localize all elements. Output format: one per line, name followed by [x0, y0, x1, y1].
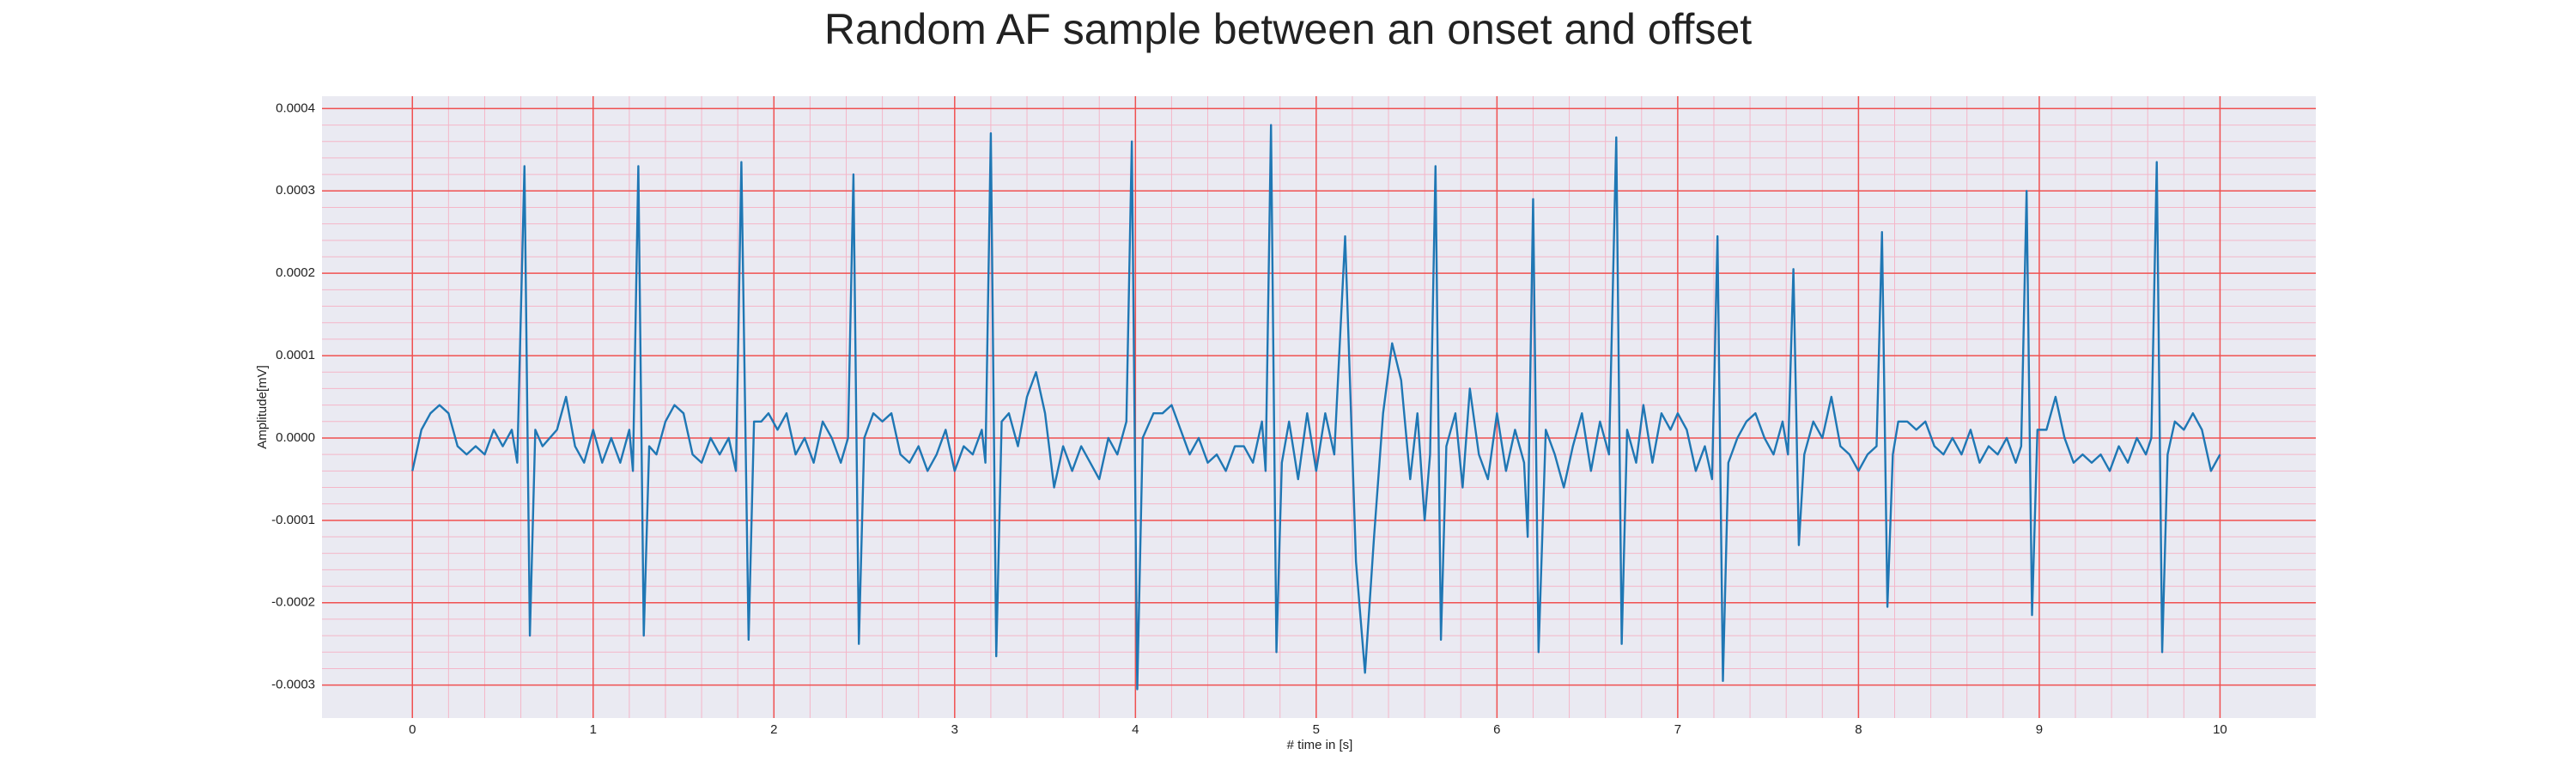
- x-tick-label: 4: [1132, 722, 1139, 737]
- x-tick-label: 3: [951, 722, 958, 737]
- chart-title: Random AF sample between an onset and of…: [824, 5, 1752, 53]
- x-tick-label: 9: [2036, 722, 2043, 737]
- x-tick-label: 10: [2213, 722, 2227, 737]
- grid: [322, 96, 2316, 718]
- x-tick-label: 0: [409, 722, 416, 737]
- x-tick-label: 8: [1855, 722, 1862, 737]
- y-axis-label: Amplitude[mV]: [255, 365, 270, 449]
- x-tick-label: 1: [590, 722, 597, 737]
- x-tick-label: 2: [770, 722, 777, 737]
- y-tick-label: 0.0000: [276, 430, 315, 445]
- x-tick-label: 7: [1674, 722, 1681, 737]
- y-tick-label: -0.0003: [271, 678, 315, 692]
- y-tick-label: 0.0001: [276, 348, 315, 362]
- y-tick-label: -0.0001: [271, 513, 315, 527]
- y-tick-label: 0.0002: [276, 265, 315, 280]
- plot-background: [322, 96, 2316, 718]
- marks: [411, 124, 2221, 691]
- signal-line: [411, 124, 2221, 691]
- x-tick-label: 6: [1493, 722, 1500, 737]
- x-axis-label: # time in [s]: [1287, 738, 1353, 752]
- y-tick-label: 0.0003: [276, 183, 315, 198]
- y-tick-label: 0.0004: [276, 100, 315, 115]
- x-tick-label: 5: [1313, 722, 1320, 737]
- y-tick-label: -0.0002: [271, 595, 315, 610]
